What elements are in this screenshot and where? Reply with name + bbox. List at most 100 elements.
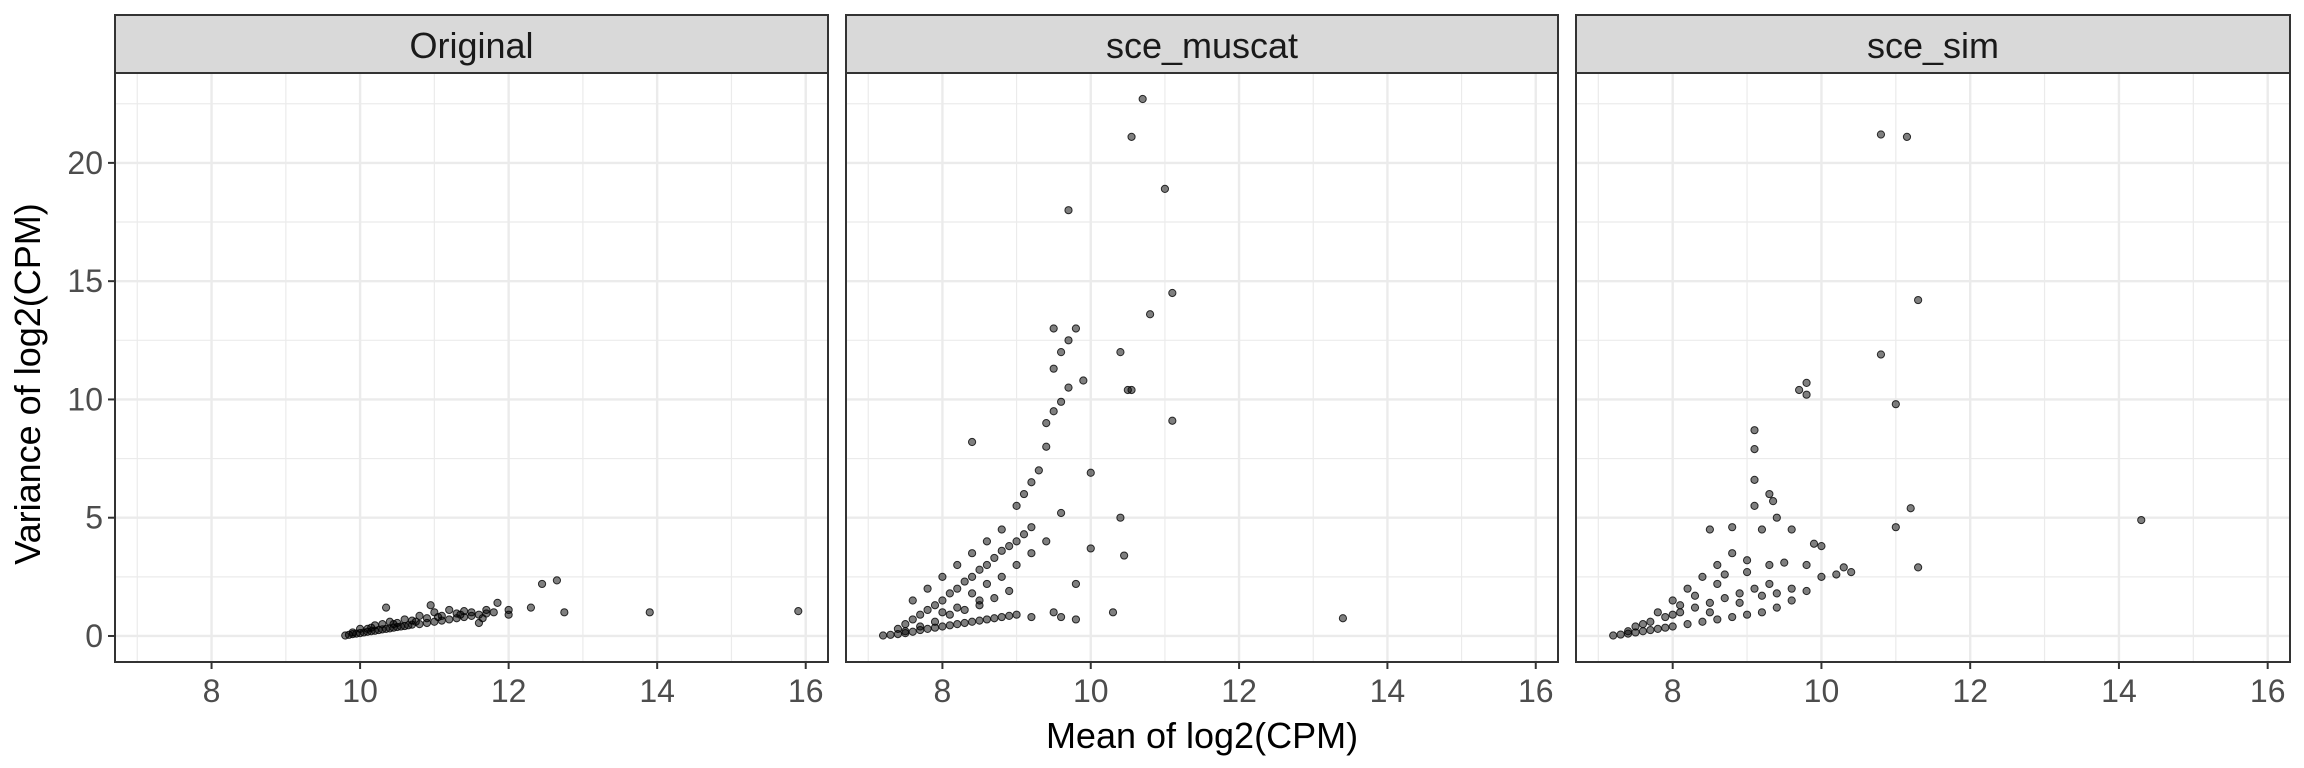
x-tick-label: 8 — [203, 673, 221, 709]
data-point — [355, 624, 365, 633]
y-tick-label: 15 — [67, 263, 103, 299]
data-point — [1646, 617, 1655, 626]
data-point — [1765, 489, 1774, 499]
data-point — [1145, 310, 1155, 319]
data-point — [489, 608, 498, 617]
x-tick-label: 12 — [491, 673, 527, 709]
x-tick-label: 8 — [1664, 673, 1682, 709]
data-point — [1676, 601, 1685, 610]
data-point — [1027, 612, 1036, 622]
data-point — [411, 617, 420, 626]
data-point — [1802, 586, 1811, 596]
x-tick-label: 14 — [639, 673, 675, 709]
data-point — [1086, 468, 1095, 477]
data-point — [1079, 376, 1088, 385]
data-point — [923, 584, 932, 593]
x-tick-label: 12 — [1952, 673, 1988, 709]
data-point — [794, 607, 803, 616]
data-point — [1720, 594, 1729, 603]
data-point — [378, 620, 387, 629]
data-point — [923, 605, 932, 615]
data-point — [1683, 620, 1692, 629]
data-point — [1086, 544, 1095, 553]
data-point — [1765, 560, 1774, 570]
data-point — [938, 596, 947, 605]
y-tick-label: 10 — [67, 381, 103, 417]
y-tick-label: 20 — [67, 145, 103, 181]
data-point — [1713, 579, 1722, 589]
data-point — [967, 549, 977, 558]
data-point — [1019, 530, 1029, 539]
data-point — [445, 605, 454, 615]
data-point — [960, 618, 969, 628]
data-point — [1757, 525, 1767, 534]
data-point — [467, 608, 476, 617]
x-tick-label: 10 — [1073, 673, 1109, 709]
data-point — [1705, 608, 1714, 617]
data-point — [893, 624, 903, 633]
data-point — [901, 627, 910, 636]
data-point — [560, 608, 569, 617]
data-point — [1056, 348, 1066, 357]
data-point — [1012, 537, 1021, 546]
data-point — [878, 631, 888, 640]
x-axis-title: Mean of log2(CPM) — [1046, 715, 1358, 756]
data-point — [422, 614, 432, 623]
y-axis-title: Variance of log2(CPM) — [7, 203, 48, 564]
data-point — [1027, 549, 1036, 558]
data-point — [1661, 623, 1670, 632]
data-point — [967, 572, 977, 581]
x-tick-label: 10 — [342, 673, 378, 709]
data-point — [1034, 466, 1043, 475]
data-point — [1750, 475, 1759, 484]
data-point — [1817, 572, 1826, 581]
data-point — [997, 525, 1006, 534]
data-point — [997, 546, 1006, 555]
data-point — [945, 610, 954, 619]
data-point — [1056, 612, 1066, 622]
data-point — [1839, 563, 1848, 572]
data-point — [908, 596, 917, 605]
data-point — [1690, 591, 1700, 600]
facet-strip — [845, 14, 1559, 74]
data-point — [1768, 497, 1778, 506]
data-point — [1027, 478, 1036, 487]
data-point — [1042, 537, 1051, 546]
data-point — [938, 572, 947, 581]
data-point — [1891, 523, 1900, 532]
data-point — [1757, 591, 1767, 600]
data-point — [504, 610, 513, 619]
x-tick-label: 14 — [1370, 673, 1406, 709]
data-point — [348, 628, 357, 637]
data-point — [1160, 184, 1170, 194]
data-point — [389, 620, 398, 629]
panel-background — [846, 73, 1558, 662]
data-point — [493, 598, 502, 607]
data-point — [1623, 627, 1633, 636]
data-point — [916, 622, 925, 631]
data-point — [1338, 614, 1348, 623]
data-point — [1653, 624, 1662, 633]
data-point — [1019, 489, 1029, 499]
data-point — [1787, 584, 1796, 593]
data-point — [433, 612, 443, 622]
data-point — [1876, 130, 1886, 139]
data-point — [1817, 541, 1826, 551]
data-point — [953, 584, 962, 593]
data-point — [960, 605, 969, 615]
data-point — [1049, 608, 1058, 617]
data-point — [938, 608, 947, 617]
data-point — [1698, 572, 1707, 581]
data-point — [1676, 608, 1685, 617]
data-point — [1668, 622, 1677, 631]
data-point — [478, 614, 487, 623]
data-point — [1168, 416, 1177, 425]
data-point — [945, 621, 954, 630]
data-point — [1005, 541, 1014, 551]
data-point — [1138, 94, 1147, 104]
data-point — [1772, 603, 1781, 612]
data-point — [945, 589, 954, 598]
data-point — [1127, 132, 1136, 141]
data-point — [1742, 568, 1752, 577]
x-tick-label: 14 — [2101, 673, 2137, 709]
